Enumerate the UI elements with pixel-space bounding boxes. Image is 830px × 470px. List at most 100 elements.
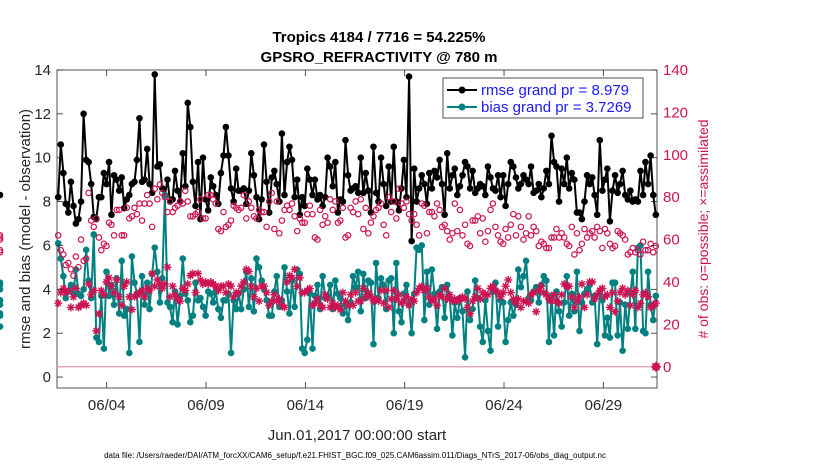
possible-point xyxy=(545,244,553,252)
rmse-point xyxy=(410,165,418,172)
assimilated-point xyxy=(305,284,314,293)
rmse-point xyxy=(362,169,370,177)
possible-point xyxy=(85,189,92,197)
possible-point xyxy=(273,198,281,205)
possible-point xyxy=(217,227,225,235)
bias-point xyxy=(332,277,339,284)
bias-point xyxy=(354,268,362,276)
assimilated-point xyxy=(115,292,124,301)
possible-point xyxy=(560,234,568,241)
possible-point xyxy=(288,200,296,207)
possible-point xyxy=(227,217,235,224)
assimilated-point xyxy=(71,284,80,293)
bias-point xyxy=(502,338,509,346)
bias-point xyxy=(258,277,265,284)
bias-point xyxy=(100,345,108,352)
possible-point xyxy=(220,208,227,216)
rmse-point xyxy=(599,187,606,194)
bias-point xyxy=(550,332,558,339)
assimilated-point xyxy=(440,284,449,293)
rmse-point xyxy=(525,180,532,188)
assimilated-point xyxy=(110,288,118,297)
bias-point xyxy=(90,231,98,238)
possible-point xyxy=(410,210,418,218)
assimilated-point xyxy=(603,290,612,299)
rmse-point xyxy=(591,191,598,199)
assimilated-point xyxy=(384,303,393,312)
assimilated-point xyxy=(262,288,271,297)
possible-point xyxy=(431,212,438,220)
possible-point xyxy=(166,198,174,205)
rmse-point xyxy=(484,163,492,170)
bias-point xyxy=(387,275,395,282)
bias-point xyxy=(632,325,639,333)
bias-point xyxy=(520,272,527,280)
footnote: data file: /Users/raeder/DAI/ATM_forcXX/… xyxy=(104,451,606,460)
assimilated-point xyxy=(422,284,431,293)
y-tick-label-right: 20 xyxy=(663,316,680,333)
rmse-point xyxy=(133,156,141,164)
rmse-point xyxy=(527,163,535,170)
rmse-point xyxy=(182,182,189,190)
rmse-point xyxy=(487,174,494,181)
assimilated-point xyxy=(577,280,586,289)
bias-point xyxy=(558,323,565,330)
rmse-point xyxy=(479,182,487,190)
bias-point xyxy=(126,349,133,357)
possible-point xyxy=(433,200,441,207)
bias-point xyxy=(649,316,657,324)
assimilated-point xyxy=(155,280,164,289)
bias-point xyxy=(367,279,375,287)
possible-point xyxy=(197,196,204,203)
bias-point xyxy=(377,275,385,282)
possible-point xyxy=(357,196,365,203)
possible-point xyxy=(337,217,344,224)
possible-point xyxy=(82,255,90,262)
bias-point xyxy=(103,268,110,276)
rmse-point xyxy=(451,165,459,172)
assimilated-point xyxy=(651,299,660,308)
possible-point xyxy=(390,198,398,205)
bias-point xyxy=(454,314,461,322)
assimilated-point xyxy=(166,292,174,301)
possible-point xyxy=(339,204,347,212)
assimilated-point xyxy=(402,292,411,301)
bias-point xyxy=(138,272,146,280)
assimilated-point xyxy=(183,280,192,289)
assimilated-point xyxy=(430,295,439,303)
possible-point xyxy=(90,223,98,231)
rmse-point xyxy=(644,180,652,188)
rmse-point xyxy=(560,180,568,188)
rmse-point xyxy=(535,180,543,188)
assimilated-point xyxy=(97,286,106,295)
rmse-point xyxy=(382,202,390,210)
bias-point xyxy=(614,332,621,339)
possible-point xyxy=(611,242,619,250)
assimilated-point xyxy=(399,297,408,306)
assimilated-point xyxy=(338,288,347,297)
rmse-point xyxy=(609,187,616,194)
bias-point xyxy=(166,303,174,311)
possible-point xyxy=(184,198,192,205)
assimilated-point xyxy=(516,303,525,312)
rmse-point xyxy=(258,196,265,203)
assimilated-point xyxy=(387,295,396,303)
rmse-point xyxy=(492,187,499,194)
assimilated-point xyxy=(160,280,169,289)
assimilated-point xyxy=(326,303,335,312)
rmse-point xyxy=(578,215,586,223)
assimilated-point xyxy=(636,299,645,308)
rmse-point xyxy=(118,174,126,181)
rmse-point xyxy=(80,110,87,118)
assimilated-point xyxy=(321,290,330,299)
y-axis-label: rmse and bias (model - observation) xyxy=(17,109,34,349)
rmse-point xyxy=(192,202,199,210)
rmse-point xyxy=(217,169,225,177)
possible-point xyxy=(479,215,487,222)
assimilated-point xyxy=(89,286,98,295)
possible-point xyxy=(133,210,141,218)
rmse-point xyxy=(70,202,77,210)
possible-point xyxy=(0,232,4,239)
assimilated-point xyxy=(476,295,485,303)
possible-point xyxy=(451,200,459,207)
